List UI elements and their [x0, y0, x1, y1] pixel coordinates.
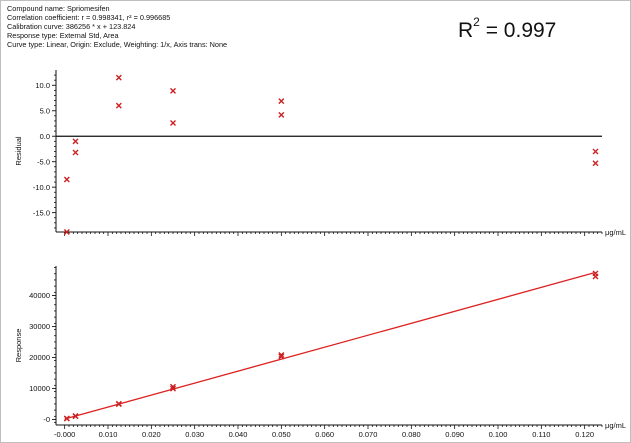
residual-point [63, 176, 70, 183]
response-y-tick-label: 10000 [29, 384, 50, 393]
residual-point [63, 229, 70, 235]
residual-x-unit-label: μg/mL [605, 228, 626, 237]
residual-point [115, 74, 122, 81]
residual-point [115, 102, 122, 109]
response-x-tick-label: 0.070 [359, 430, 378, 439]
residual-point [72, 149, 79, 156]
response-y-tick-label: 40000 [29, 291, 50, 300]
response-x-tick-label: 0.050 [272, 430, 291, 439]
response-point [170, 383, 176, 390]
response-x-tick-label: 0.100 [489, 430, 508, 439]
calibration-fit-line [64, 271, 596, 420]
residual-y-axis-label: Residual [14, 136, 23, 166]
residual-point [278, 98, 285, 105]
residual-point [592, 148, 599, 155]
residual-y-tick-label: -5.0 [37, 157, 50, 166]
response-x-tick-label: -0.000 [54, 430, 75, 439]
response-point [592, 273, 599, 280]
response-x-tick-label: 0.110 [532, 430, 550, 439]
compound-name: Compound name: Spriomesifen [7, 4, 110, 13]
curve-type: Curve type: Linear, Origin: Exclude, Wei… [7, 40, 228, 49]
response-x-tick-label: 0.030 [185, 430, 204, 439]
response-x-tick-label: 0.020 [142, 430, 161, 439]
residual-point [72, 138, 79, 145]
response-x-tick-label: 0.010 [99, 430, 118, 439]
residual-y-tick-label: -10.0 [33, 183, 50, 192]
response-point [115, 401, 122, 408]
response-point [278, 353, 285, 360]
residual-y-tick-label: 0.0 [40, 132, 50, 141]
response-type: Response type: External Std, Area [7, 31, 119, 40]
calibration-curve: Calibration curve: 386256 * x + 123.824 [7, 22, 136, 31]
correlation-coefficient: Correlation coefficient: r = 0.998341, r… [7, 13, 171, 22]
response-point [63, 415, 70, 422]
response-point [170, 385, 176, 392]
residual-point [170, 87, 176, 94]
residual-y-tick-label: 10.0 [35, 81, 50, 90]
response-point [72, 413, 79, 420]
response-x-tick-label: 0.080 [402, 430, 421, 439]
r2-letter: R [458, 19, 474, 42]
response-y-tick-label: 30000 [29, 322, 50, 331]
response-x-tick-label: 0.090 [445, 430, 464, 439]
response-x-unit-label: μg/mL [605, 421, 626, 430]
residual-y-tick-label: -15.0 [33, 208, 50, 217]
response-y-axis-label: Response [14, 329, 23, 363]
residual-point [170, 119, 176, 126]
r2-superscript: 2 [473, 15, 480, 29]
response-y-tick-label: 20000 [29, 353, 50, 362]
residual-point [278, 111, 285, 118]
response-x-tick-label: 0.060 [315, 430, 334, 439]
residual-point [592, 160, 599, 167]
residual-y-tick-label: 5.0 [40, 107, 50, 116]
r2-value: = 0.997 [485, 19, 557, 42]
response-x-tick-label: 0.040 [229, 430, 248, 439]
response-x-tick-label: 0.120 [575, 430, 594, 439]
r-squared-label: R2 = 0.997 [458, 15, 557, 43]
response-y-tick-label: -0 [43, 415, 50, 424]
response-point [278, 351, 285, 358]
